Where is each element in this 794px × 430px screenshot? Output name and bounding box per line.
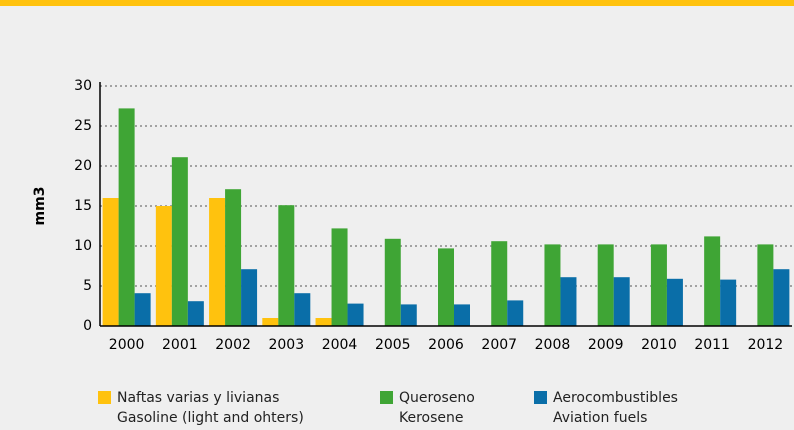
bar bbox=[650, 244, 667, 326]
bar bbox=[315, 318, 332, 326]
legend-item: Queroseno Kerosene bbox=[380, 388, 475, 428]
bar bbox=[241, 269, 258, 326]
bar bbox=[613, 277, 630, 326]
bar bbox=[454, 304, 470, 326]
x-tick-label: 2012 bbox=[748, 337, 784, 353]
legend-item: Aerocombustibles Aviation fuels bbox=[534, 388, 678, 428]
bar bbox=[347, 303, 364, 326]
bar bbox=[134, 293, 151, 326]
legend-label: Naftas varias y livianas Gasoline (light… bbox=[117, 390, 304, 426]
legend-swatch bbox=[98, 391, 111, 404]
bar bbox=[209, 198, 226, 326]
x-tick-label: 2007 bbox=[481, 337, 517, 353]
x-tick-label: 2009 bbox=[588, 337, 624, 353]
bar bbox=[331, 228, 348, 326]
bar bbox=[400, 304, 417, 326]
x-tick-label: 2003 bbox=[268, 337, 304, 353]
x-tick-label: 2005 bbox=[375, 337, 411, 353]
y-tick-label: 0 bbox=[83, 318, 92, 334]
bar bbox=[262, 318, 279, 326]
bar bbox=[704, 236, 721, 326]
bar bbox=[118, 108, 135, 327]
bar bbox=[278, 205, 295, 326]
bar bbox=[597, 244, 614, 326]
bar bbox=[773, 269, 790, 326]
bar bbox=[438, 248, 454, 326]
bar bbox=[507, 300, 524, 326]
legend-swatch bbox=[534, 391, 547, 404]
bar bbox=[560, 277, 577, 326]
bar bbox=[544, 244, 561, 326]
x-tick-label: 2000 bbox=[109, 337, 145, 353]
y-axis-label: mm3 bbox=[32, 187, 48, 226]
legend-item: Naftas varias y livianas Gasoline (light… bbox=[98, 388, 304, 428]
y-tick-label: 30 bbox=[74, 78, 92, 94]
bar bbox=[666, 278, 683, 326]
bar bbox=[225, 189, 242, 326]
x-tick-label: 2001 bbox=[162, 337, 198, 353]
bar bbox=[102, 198, 119, 326]
y-tick-label: 5 bbox=[83, 278, 92, 294]
y-tick-label: 10 bbox=[74, 238, 92, 254]
bar bbox=[171, 157, 188, 326]
bar bbox=[294, 293, 311, 326]
y-tick-label: 15 bbox=[74, 198, 92, 214]
x-tick-label: 2004 bbox=[322, 337, 358, 353]
x-tick-label: 2011 bbox=[694, 337, 730, 353]
legend-label: Queroseno Kerosene bbox=[399, 390, 475, 426]
y-tick-label: 25 bbox=[74, 118, 92, 134]
bar bbox=[384, 238, 401, 326]
legend-swatch bbox=[380, 391, 393, 404]
bar bbox=[491, 241, 508, 326]
bar bbox=[757, 244, 774, 326]
x-tick-label: 2002 bbox=[215, 337, 251, 353]
x-tick-label: 2008 bbox=[535, 337, 571, 353]
x-tick-label: 2010 bbox=[641, 337, 677, 353]
bar bbox=[187, 301, 204, 326]
y-tick-label: 20 bbox=[74, 158, 92, 174]
legend-label: Aerocombustibles Aviation fuels bbox=[553, 390, 678, 426]
bar bbox=[720, 279, 737, 326]
chart: mm3 0 5 10 15 20 25 30 2000 2001 2002 2003 2004 2005… bbox=[32, 78, 792, 353]
bar bbox=[155, 206, 172, 326]
x-tick-label: 2006 bbox=[428, 337, 464, 353]
